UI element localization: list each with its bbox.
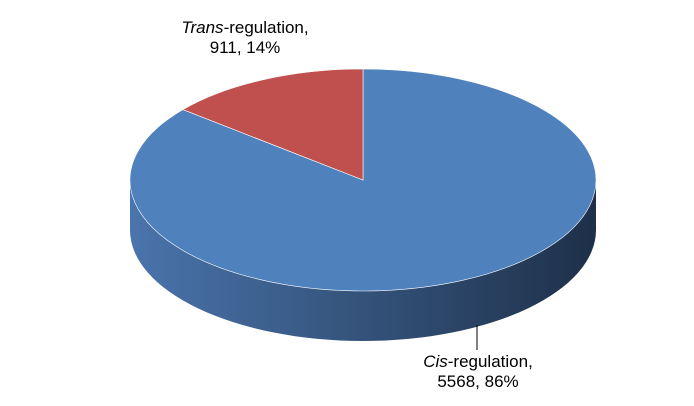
label-percent: 14% bbox=[246, 38, 281, 57]
data-label-cis-regulation: Cis-regulation, 5568, 86% bbox=[423, 352, 533, 391]
label-rest-part: -regulation, bbox=[223, 18, 309, 37]
label-rest-part: -regulation, bbox=[447, 352, 533, 371]
label-italic-part: Trans bbox=[181, 18, 224, 37]
label-percent: 86% bbox=[484, 372, 519, 391]
pie-slice-trans-regulation bbox=[182, 68, 364, 181]
pie-top-faces bbox=[129, 68, 597, 292]
label-value: 5568 bbox=[437, 372, 476, 391]
pie-side-walls bbox=[130, 180, 596, 341]
pie-side-wall-cis-regulation bbox=[130, 180, 596, 341]
label-value: 911 bbox=[209, 38, 237, 57]
label-italic-part: Cis bbox=[423, 352, 448, 371]
data-label-trans-regulation: Trans-regulation, 911, 14% bbox=[181, 18, 309, 57]
